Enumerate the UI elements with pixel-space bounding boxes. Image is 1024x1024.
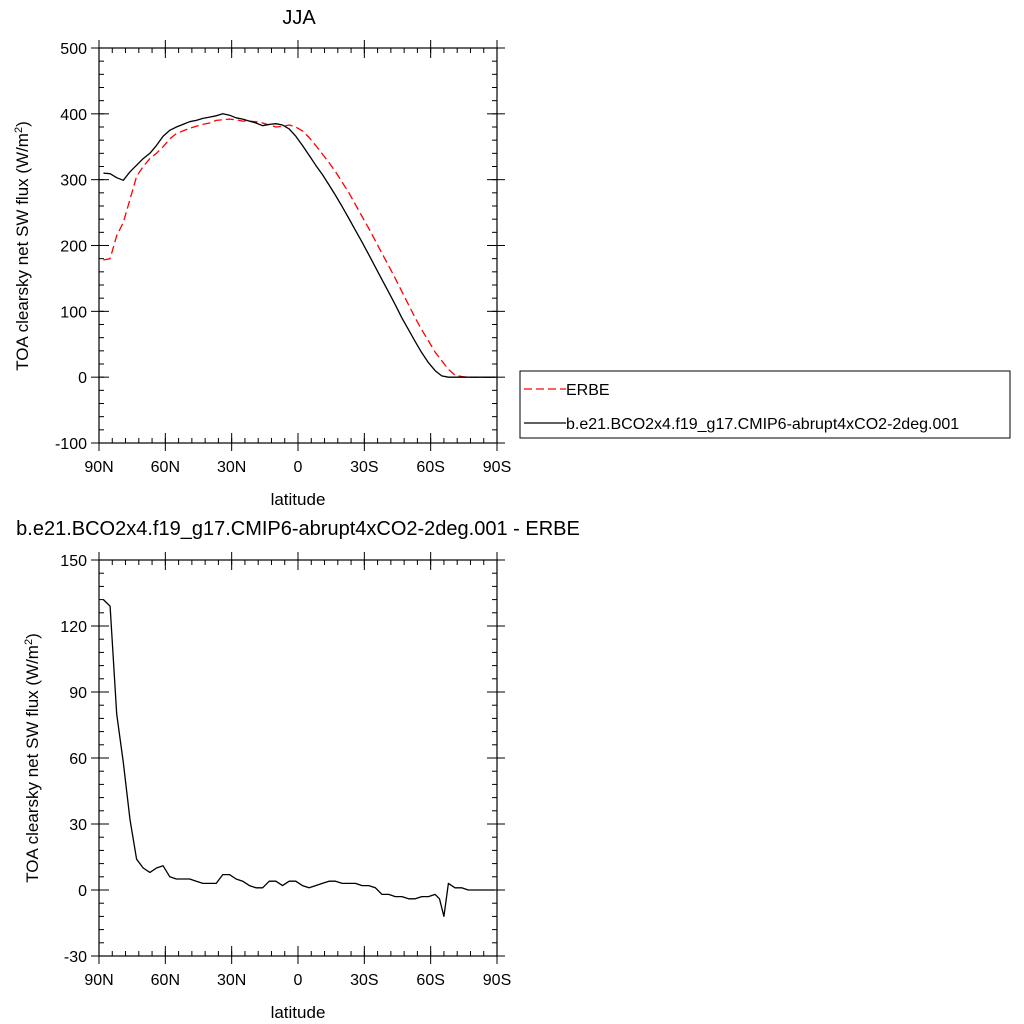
top-x-tick-label: 90S [483,459,511,476]
bottom-y-tick-label: 0 [78,883,87,900]
bottom-x-tick-label: 60N [151,972,180,989]
top-y-tick-label: 400 [60,107,87,124]
bottom-x-tick-label: 30N [217,972,246,989]
top-x-tick-label: 30N [217,459,246,476]
top-x-tick-label: 60N [151,459,180,476]
top-series-line-0 [103,118,495,378]
top-x-axis-label: latitude [271,490,326,509]
top-tick-labels: 90N 60N 30N 0 30S 60S 90S -100 0 100 200 300 400 500 [55,41,511,476]
top-x-tick-label: 90N [84,459,113,476]
top-x-tick-label: 30S [350,459,378,476]
top-panel: JJA 90N 60N 30N 0 30S 60S 90S -100 0 100 200 300 400… [13,7,511,509]
bottom-tick-labels: 90N 60N 30N 0 30S 60S 90S -30 0 30 60 90 120 150 [60,553,511,989]
bottom-x-tick-label: 60S [416,972,444,989]
top-y-tick-label: -100 [55,436,87,453]
top-chart-marks [103,113,495,378]
bottom-series-line-0 [102,599,495,918]
legend-label-erbe: ERBE [566,382,610,399]
bottom-y-tick-label: 30 [69,817,87,834]
top-plot-frame [98,47,498,444]
top-x-tick-label: 60S [416,459,444,476]
top-y-tick-label: 0 [78,370,87,387]
top-y-tick-label: 100 [60,304,87,321]
bottom-x-tick-label: 0 [294,972,303,989]
bottom-y-tick-label: 120 [60,619,87,636]
top-series-line-1 [103,113,495,378]
bottom-x-tick-label: 90S [483,972,511,989]
legend-box [519,370,1011,439]
bottom-y-tick-label: 60 [69,751,87,768]
legend-label-model: b.e21.BCO2x4.f19_g17.CMIP6-abrupt4xCO2-2… [566,416,959,433]
top-x-tick-label: 0 [294,459,303,476]
top-y-axis-label: TOA clearsky net SW flux (W/m2) [13,121,32,371]
bottom-x-tick-label: 30S [350,972,378,989]
top-y-tick-label: 300 [60,173,87,190]
bottom-y-tick-label: -30 [64,949,87,966]
top-y-tick-label: 500 [60,41,87,58]
bottom-tick-marks [91,552,505,964]
bottom-chart-marks [102,599,495,918]
bottom-y-tick-label: 90 [69,685,87,702]
bottom-chart-title: b.e21.BCO2x4.f19_g17.CMIP6-abrupt4xCO2-2… [16,518,580,540]
bottom-y-axis-label: TOA clearsky net SW flux (W/m2) [23,633,42,883]
bottom-x-axis-label: latitude [271,1003,326,1022]
top-y-tick-label: 200 [60,239,87,256]
top-tick-marks [91,40,505,451]
top-chart-title: JJA [282,7,316,29]
bottom-y-tick-label: 150 [60,553,87,570]
legend: ERBE b.e21.BCO2x4.f19_g17.CMIP6-abrupt4x… [519,370,1011,439]
bottom-x-tick-label: 90N [84,972,113,989]
bottom-panel: b.e21.BCO2x4.f19_g17.CMIP6-abrupt4xCO2-2… [16,518,580,1022]
